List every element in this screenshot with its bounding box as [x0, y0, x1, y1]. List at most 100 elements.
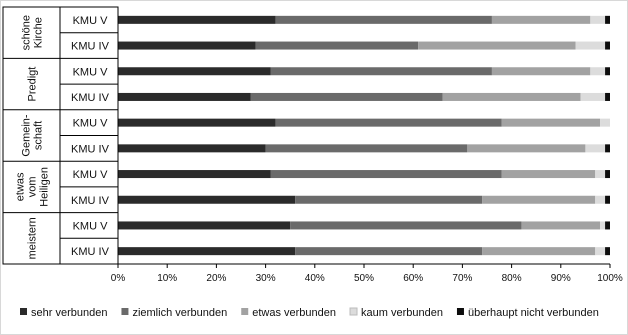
- x-tick-label: 100%: [597, 273, 623, 284]
- group-label-line: Heiligen: [39, 167, 51, 207]
- bar-segment: [585, 144, 606, 153]
- bar-segment: [501, 118, 601, 127]
- bar-segment: [501, 170, 596, 179]
- legend-item: etwas verbunden: [241, 307, 336, 319]
- legend-swatch: [456, 308, 464, 315]
- x-tick-label: 50%: [354, 273, 374, 284]
- bar-segment: [118, 170, 271, 179]
- x-tick-label: 20%: [206, 273, 226, 284]
- x-tick-label: 80%: [502, 273, 522, 284]
- group-label-line: vom: [27, 177, 39, 198]
- legend-item: sehr verbunden: [20, 307, 107, 319]
- bar-segment: [521, 221, 601, 230]
- bar-segment: [118, 118, 276, 127]
- bar-segment: [605, 221, 610, 230]
- x-tick-label: 0%: [111, 273, 126, 284]
- bar-segment: [255, 41, 419, 50]
- group-label-line: schöne: [21, 15, 33, 50]
- bar-segment: [275, 15, 492, 24]
- bar-segment: [580, 92, 606, 101]
- bar-segment: [118, 144, 266, 153]
- category-label: KMU IV: [71, 92, 110, 104]
- x-axis: 0% 10% 20% 30% 40% 50% 60% 70% 80% 90% 100%: [111, 263, 623, 284]
- bar-segment: [482, 247, 596, 256]
- category-label: KMU IV: [71, 41, 110, 53]
- group-label: meistern: [27, 217, 39, 259]
- bar-segment: [118, 92, 251, 101]
- legend-label: kaum verbunden: [361, 307, 443, 319]
- bar-segment: [595, 247, 606, 256]
- legend-swatch: [20, 308, 27, 315]
- legend-label: etwas verbunden: [252, 307, 336, 319]
- group-label-line: Predigt: [27, 67, 39, 102]
- legend: sehr verbunden ziemlich verbunden etwas ve…: [20, 307, 599, 319]
- bar-segment: [600, 221, 606, 230]
- bar-segment: [118, 195, 296, 204]
- group-label-line: Gemein-: [21, 114, 33, 157]
- bar-segment: [442, 92, 581, 101]
- bar-segment: [275, 118, 502, 127]
- x-tick-label: 10%: [157, 273, 177, 284]
- bar-segment: [491, 15, 591, 24]
- category-label: KMU V: [73, 220, 109, 232]
- bar-segment: [605, 144, 610, 153]
- bar-segment: [290, 221, 522, 230]
- group-label-line: schaft: [33, 121, 45, 150]
- legend-swatch: [349, 307, 358, 316]
- legend-swatch: [241, 308, 249, 315]
- bar-segment: [270, 170, 502, 179]
- legend-label: sehr verbunden: [31, 307, 107, 319]
- bar-segment: [118, 41, 256, 50]
- legend-label: überhaupt nicht verbunden: [468, 307, 599, 319]
- bar-segment: [265, 144, 468, 153]
- x-tick-label: 70%: [452, 273, 472, 284]
- x-tick-label: 60%: [403, 273, 423, 284]
- category-label: KMU IV: [71, 246, 110, 258]
- bar-segment: [590, 15, 606, 24]
- bar-segment: [295, 195, 483, 204]
- bar-segment: [605, 41, 610, 50]
- bar-segment: [575, 41, 606, 50]
- category-label: KMU V: [73, 169, 109, 181]
- category-label: KMU IV: [71, 195, 110, 207]
- bar-segment: [605, 170, 610, 179]
- legend-item: ziemlich verbunden: [121, 307, 227, 319]
- bar-segment: [595, 170, 606, 179]
- group-label: Predigt: [27, 67, 39, 102]
- x-tick-label: 30%: [256, 273, 276, 284]
- bar-segment: [118, 67, 271, 76]
- bar-segment: [605, 15, 610, 24]
- legend-swatch: [121, 308, 129, 315]
- bar-segment: [250, 92, 443, 101]
- x-tick-label: 90%: [551, 273, 571, 284]
- category-label: KMU IV: [71, 143, 110, 155]
- bar-segment: [418, 41, 576, 50]
- group-label-line: etwas: [15, 172, 27, 201]
- group-label: etwasvomHeiligen: [15, 167, 51, 207]
- group-label: Gemein-schaft: [21, 114, 45, 157]
- group-label: schöneKirche: [21, 15, 45, 50]
- x-tick-label: 40%: [305, 273, 325, 284]
- bar-segment: [118, 247, 296, 256]
- bar-segment: [118, 15, 276, 24]
- bar-segment: [467, 144, 586, 153]
- legend-item: kaum verbunden: [349, 307, 443, 319]
- bar-segment: [270, 67, 492, 76]
- bar-segment: [605, 247, 610, 256]
- group-label-line: Kirche: [33, 17, 45, 48]
- bar-segment: [595, 195, 606, 204]
- group-label-line: meistern: [27, 217, 39, 259]
- bar-segment: [491, 67, 591, 76]
- bar-segment: [605, 67, 610, 76]
- legend-item: überhaupt nicht verbunden: [456, 307, 599, 319]
- bar-segment: [605, 92, 610, 101]
- legend-label: ziemlich verbunden: [132, 307, 227, 319]
- category-label: KMU V: [73, 15, 109, 27]
- bar-segment: [295, 247, 483, 256]
- bar-segment: [600, 118, 610, 127]
- category-label: KMU V: [73, 66, 109, 78]
- category-label: KMU V: [73, 118, 109, 130]
- bar-segment: [482, 195, 596, 204]
